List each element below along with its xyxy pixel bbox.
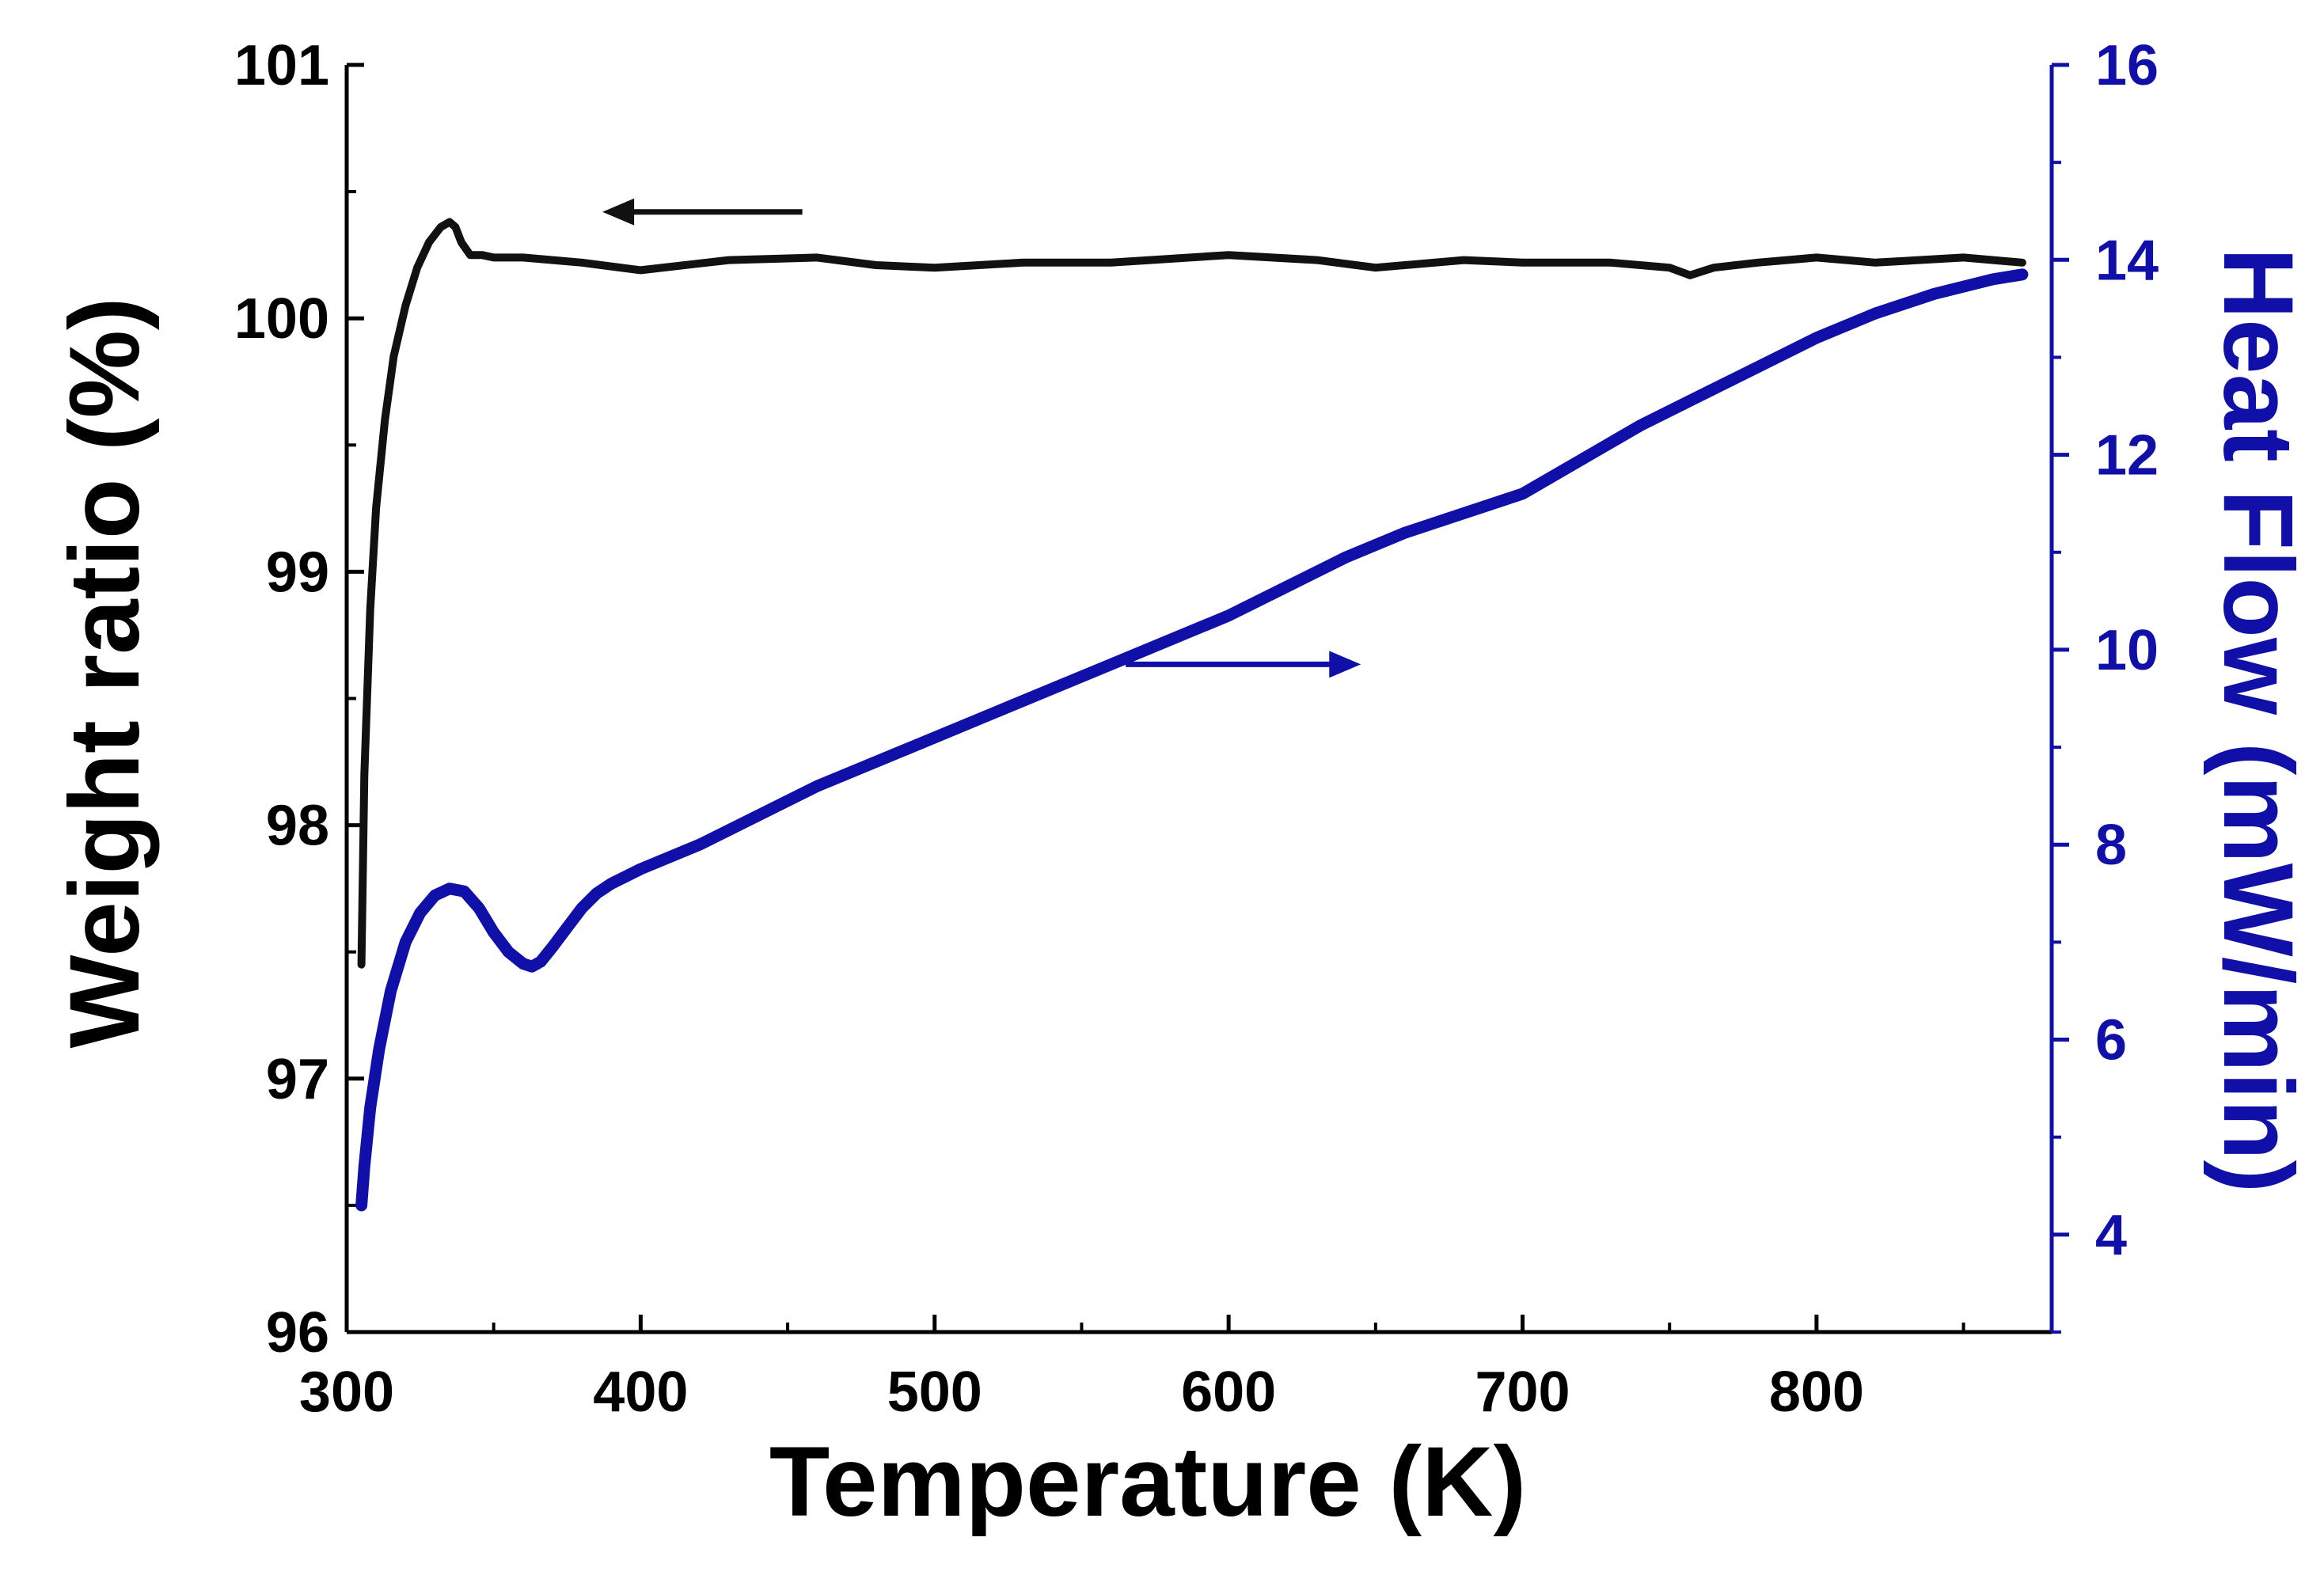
- x-axis-title: Temperature (K): [769, 1427, 1526, 1537]
- x-tick-label: 700: [1475, 1361, 1570, 1424]
- y2-tick-label: 16: [2095, 34, 2159, 97]
- series-line-heat-flow: [355, 268, 2029, 1212]
- y2-axis-title: Heat Flow (mW/min): [2203, 248, 2313, 1193]
- y2-tick-label: 8: [2095, 814, 2127, 877]
- x-tick-label: 600: [1181, 1361, 1276, 1424]
- series-line-weight-ratio: [357, 218, 2026, 969]
- arrow-left-icon: [602, 198, 635, 226]
- arrow-right-icon: [1329, 651, 1361, 678]
- y2-tick-label: 10: [2095, 619, 2159, 682]
- axis-ticks: [344, 63, 2069, 1334]
- x-tick-label: 500: [887, 1361, 982, 1424]
- y2-tick-label: 4: [2095, 1204, 2127, 1267]
- series-group: [355, 218, 2029, 1212]
- x-tick-label: 300: [299, 1361, 394, 1424]
- y-tick-label: 101: [234, 34, 329, 97]
- y-tick-label: 98: [266, 795, 329, 858]
- tick-labels: 300 400 500 600 700 800 96 97 98 99 100 101 4 6 8 10 12 1…: [234, 34, 2159, 1424]
- y-tick-label: 99: [266, 541, 329, 604]
- y-tick-label: 97: [266, 1048, 329, 1111]
- y-tick-label: 100: [234, 287, 329, 351]
- x-tick-label: 800: [1769, 1361, 1864, 1424]
- y2-tick-label: 6: [2095, 1009, 2127, 1072]
- y-tick-label: 96: [266, 1301, 329, 1365]
- y2-tick-label: 14: [2095, 229, 2159, 292]
- y2-tick-label: 12: [2095, 424, 2159, 488]
- x-tick-label: 400: [593, 1361, 688, 1424]
- annotations: [602, 198, 1361, 678]
- y-axis-title: Weight ratio (%): [50, 297, 160, 1048]
